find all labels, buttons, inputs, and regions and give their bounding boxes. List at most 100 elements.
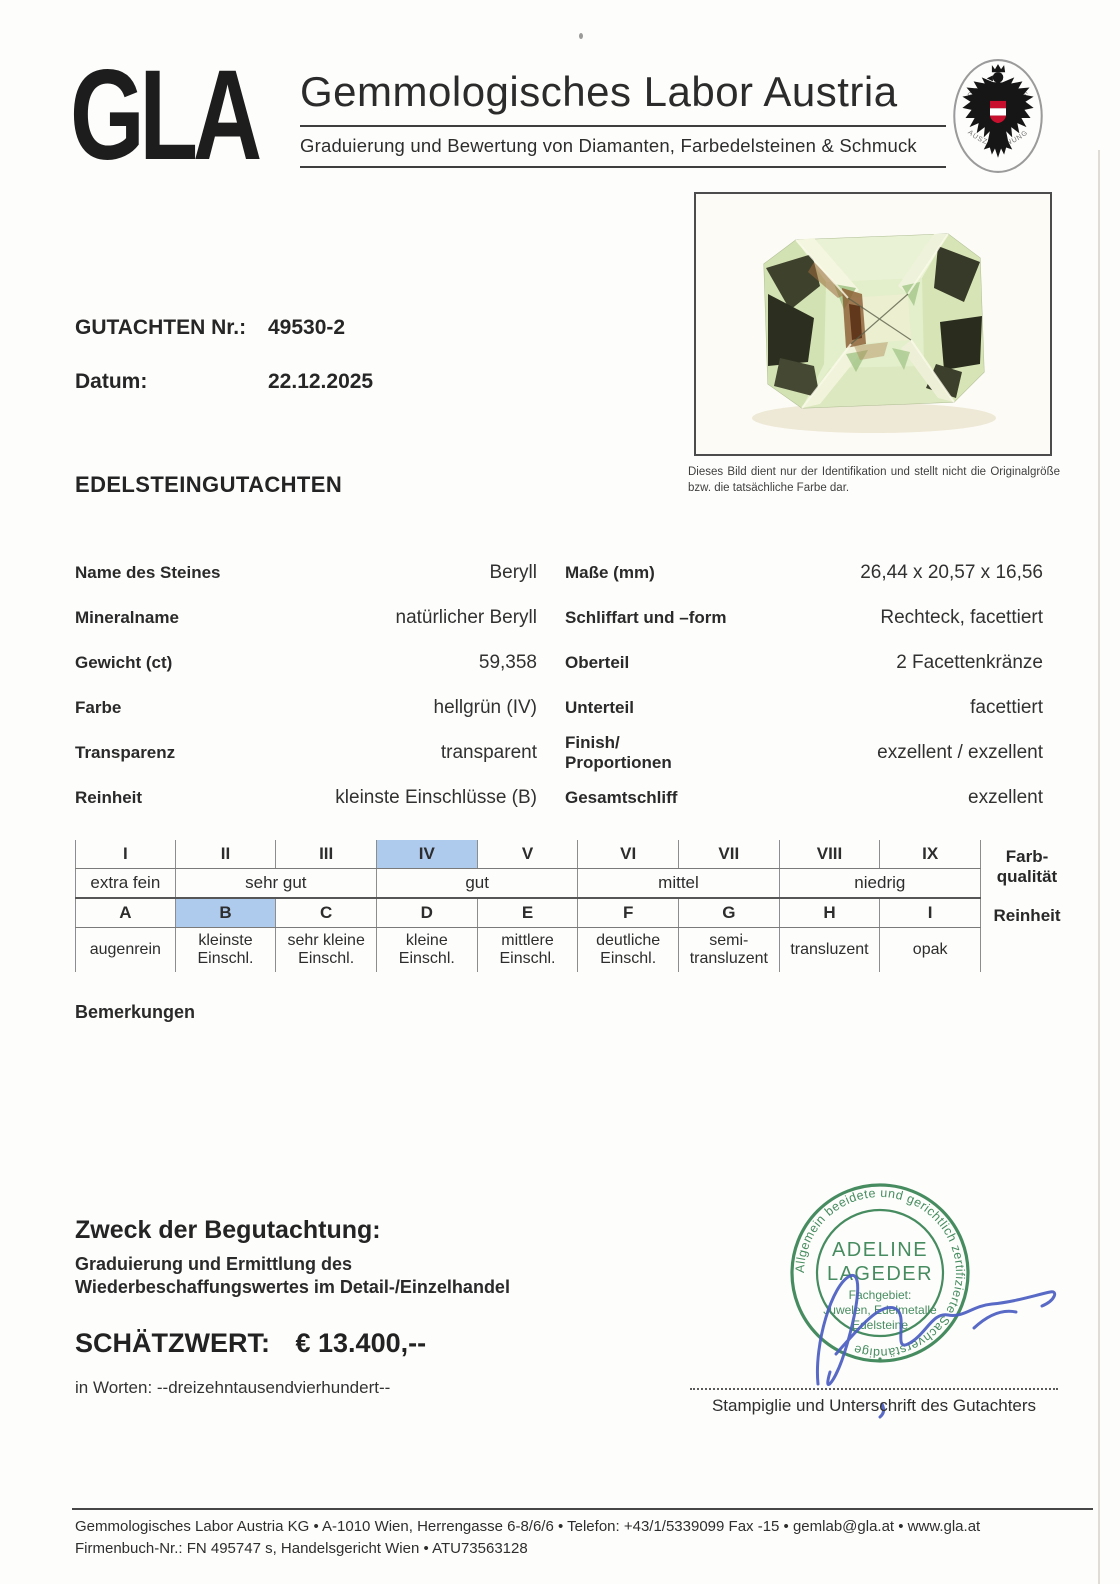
stamp-field-label: Fachgebiet: — [849, 1288, 912, 1302]
detail-label: Unterteil — [565, 697, 634, 717]
detail-value: 59,358 — [478, 651, 537, 673]
clarity-grade-cell: F — [578, 899, 679, 927]
clarity-desc-cell: semi-transluzent — [679, 928, 780, 972]
detail-row: Reinheit kleinste Einschlüsse (B) — [75, 775, 537, 820]
purpose-title: Zweck der Begutachtung: — [75, 1216, 381, 1244]
color-grade-cell-selected: IV — [376, 840, 478, 868]
color-grade-cell: VIII — [780, 840, 881, 868]
detail-label: Oberteil — [565, 652, 630, 672]
details-left-column: Name des Steines Beryll Mineralname natü… — [75, 550, 537, 820]
color-grade-cell: V — [478, 840, 579, 868]
detail-value: 26,44 x 20,57 x 16,56 — [860, 561, 1043, 583]
clarity-desc-cell: deutliche Einschl. — [578, 928, 679, 972]
gemstone-illustration — [696, 194, 1050, 454]
stamp-name-line1: ADELINE — [832, 1239, 928, 1261]
detail-row: Finish/ Proportionen exzellent / exzelle… — [565, 730, 1043, 775]
detail-row: Mineralname natürlicher Beryll — [75, 595, 537, 640]
date-value: 22.12.2025 — [268, 370, 374, 393]
clarity-desc-cell: kleine Einschl. — [377, 928, 478, 972]
detail-label: Gesamtschliff — [565, 787, 678, 807]
detail-label: Name des Steines — [75, 562, 221, 582]
expert-stamp: Allgemein beeidete und gerichtlich zerti… — [790, 1183, 970, 1363]
scan-speck — [579, 33, 583, 39]
clarity-grade-row: A B C D E F G H I — [75, 899, 981, 928]
color-grade-cell: VII — [679, 840, 780, 868]
date-label: Datum: — [75, 370, 148, 393]
clarity-grade-cell: E — [478, 899, 579, 927]
clarity-grade-cell: C — [276, 899, 377, 927]
detail-value: Beryll — [489, 561, 537, 583]
detail-label: Farbe — [75, 697, 122, 717]
lab-title: Gemmologisches Labor Austria — [300, 68, 898, 115]
photo-disclaimer: Dieses Bild dient nur der Identifikation… — [688, 466, 1060, 495]
signature-dotted-line — [690, 1368, 1058, 1390]
clarity-axis-label: Reinheit — [993, 906, 1061, 925]
clarity-desc-cell: mittlere Einschl. — [478, 928, 579, 972]
grading-table: I II III IV V VI VII VIII IX extra fein … — [75, 840, 981, 972]
detail-value: facettiert — [970, 696, 1043, 718]
gemstone-photo — [694, 192, 1052, 456]
detail-row: Maße (mm) 26,44 x 20,57 x 16,56 — [565, 550, 1043, 595]
color-group-cell: niedrig — [780, 869, 981, 897]
detail-row: Transparenz transparent — [75, 730, 537, 775]
header-block: Gemmologisches Labor Austria Graduierung… — [300, 68, 946, 168]
clarity-grade-cell: I — [880, 899, 981, 927]
color-group-cell: sehr gut — [176, 869, 377, 897]
detail-value: exzellent — [968, 786, 1043, 808]
austrian-eagle-emblem: STAATLICHE AUSZEICHNUNG — [953, 59, 1043, 173]
detail-value: natürlicher Beryll — [395, 606, 538, 628]
detail-row: Gewicht (ct) 59,358 — [75, 640, 537, 685]
clarity-desc-cell: transluzent — [780, 928, 881, 972]
detail-row: Gesamtschliff exzellent — [565, 775, 1043, 820]
appraisal-amount: € 13.400,-- — [295, 1328, 427, 1358]
detail-label: Reinheit — [75, 787, 143, 807]
footer-text: Gemmologisches Labor Austria KG • A-1010… — [75, 1516, 1075, 1560]
header-rule-bottom — [300, 166, 946, 168]
header-rule-top — [300, 125, 946, 127]
purpose-text: Graduierung und Ermittlung des Wiederbes… — [75, 1254, 510, 1298]
certificate-number: 49530-2 — [268, 316, 346, 339]
color-grade-cell: VI — [578, 840, 679, 868]
clarity-grade-cell: G — [679, 899, 780, 927]
detail-value: 2 Facettenkränze — [896, 651, 1043, 673]
color-group-row: extra fein sehr gut gut mittel niedrig — [75, 869, 981, 899]
detail-label: Schliffart und –form — [565, 607, 727, 627]
detail-row: Farbe hellgrün (IV) — [75, 685, 537, 730]
certificate-number-label: GUTACHTEN Nr.: — [75, 316, 247, 339]
color-axis-label: Farb- qualität — [996, 847, 1058, 887]
clarity-desc-cell: augenrein — [75, 928, 176, 972]
scan-edge-line — [1098, 150, 1100, 1584]
detail-value: exzellent / exzellent — [877, 741, 1043, 763]
detail-label: Transparenz — [75, 742, 176, 762]
remarks-label: Bemerkungen — [75, 1002, 196, 1022]
clarity-desc-cell: kleinste Einschl. — [176, 928, 277, 972]
austria-shield-icon — [989, 100, 1007, 124]
color-group-cell: extra fein — [75, 869, 176, 897]
color-group-cell: mittel — [578, 869, 780, 897]
detail-row: Name des Steines Beryll — [75, 550, 537, 595]
color-grade-cell: IX — [880, 840, 981, 868]
footer-rule — [72, 1508, 1093, 1510]
detail-row: Oberteil 2 Facettenkränze — [565, 640, 1043, 685]
notary-stamp-and-signature: Allgemein beeidete und gerichtlich zerti… — [790, 1183, 1057, 1419]
detail-row: Schliffart und –form Rechteck, facettier… — [565, 595, 1043, 640]
detail-value: kleinste Einschlüsse (B) — [335, 786, 537, 808]
footer-line1: Gemmologisches Labor Austria KG • A-1010… — [75, 1518, 981, 1535]
detail-label: Maße (mm) — [565, 562, 655, 582]
color-grade-cell: II — [176, 840, 277, 868]
color-group-cell: gut — [377, 869, 579, 897]
color-grade-row: I II III IV V VI VII VIII IX — [75, 840, 981, 869]
document-title: EDELSTEINGUTACHTEN — [75, 472, 343, 497]
clarity-grade-cell: A — [75, 899, 176, 927]
color-grade-cell: I — [75, 840, 176, 868]
lab-subtitle: Graduierung und Bewertung von Diamanten,… — [300, 135, 917, 156]
stamp-name-line2: LAGEDER — [827, 1263, 933, 1285]
clarity-desc-cell: opak — [880, 928, 981, 972]
clarity-grade-cell: H — [780, 899, 881, 927]
details-right-column: Maße (mm) 26,44 x 20,57 x 16,56 Schliffa… — [565, 550, 1043, 820]
signature — [815, 1274, 1057, 1419]
detail-label: Finish/ Proportionen — [565, 732, 672, 772]
detail-value: hellgrün (IV) — [433, 696, 538, 718]
detail-label: Mineralname — [75, 607, 179, 627]
